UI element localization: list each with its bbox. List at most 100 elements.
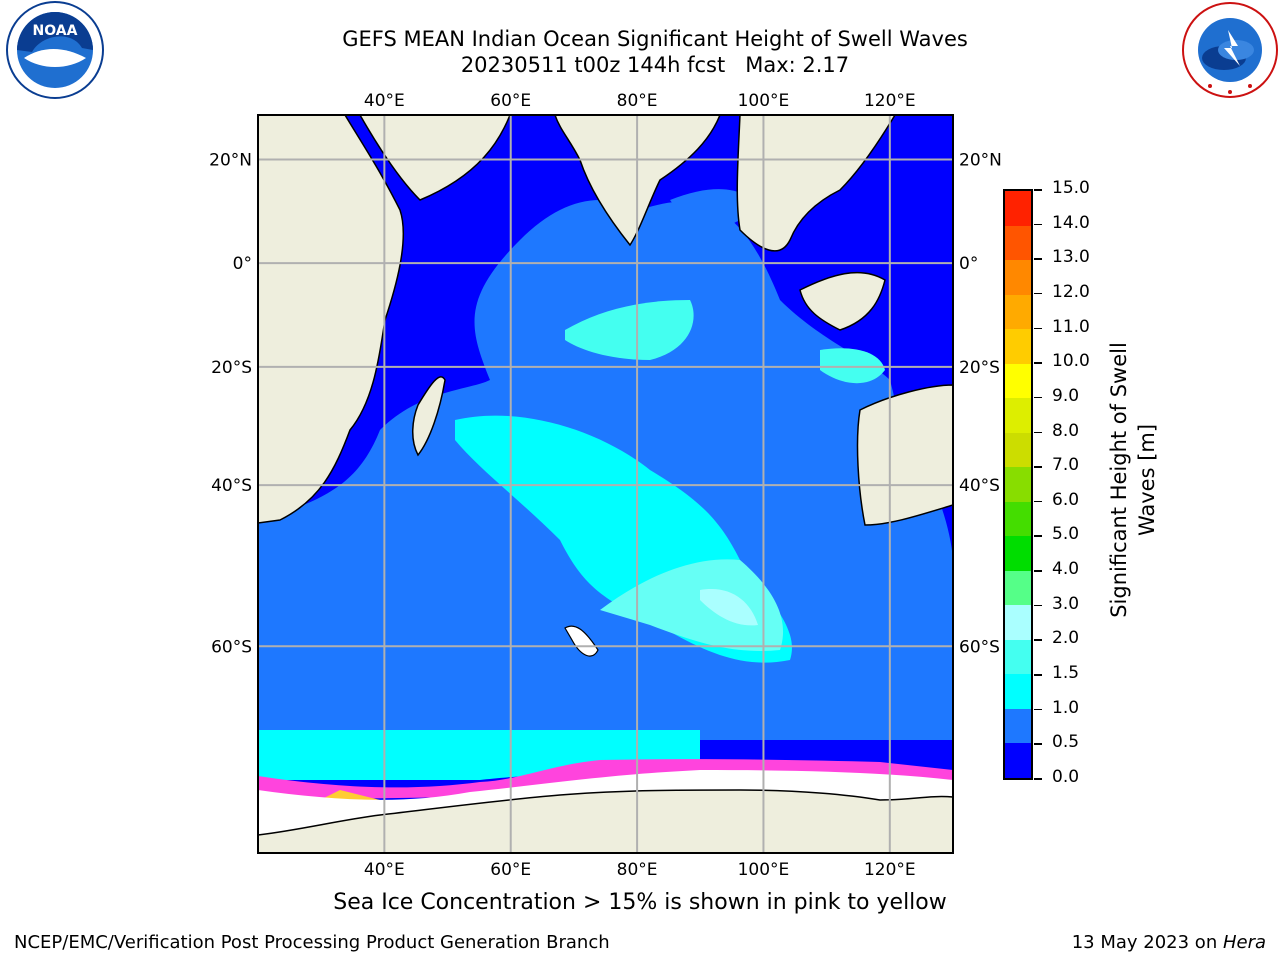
lat-label-left: 60°S bbox=[211, 637, 252, 657]
colorbar-title-line-2: Waves [m] bbox=[1135, 424, 1159, 536]
colorbar-label: 10.0 bbox=[1052, 351, 1090, 372]
colorbar-label: 13.0 bbox=[1052, 247, 1090, 268]
lon-label-top: 40°E bbox=[364, 91, 405, 111]
colorbar-label: 6.0 bbox=[1052, 489, 1080, 510]
land-kerguelen bbox=[564, 625, 599, 657]
colorbar-label: 9.0 bbox=[1052, 385, 1080, 406]
colorbar-title-line-1: Significant Height of Swell bbox=[1107, 342, 1131, 618]
lat-label-left: 20°S bbox=[211, 358, 252, 378]
lon-label-bottom: 100°E bbox=[738, 860, 790, 880]
colorbar-tick bbox=[1034, 327, 1042, 330]
swell-band-2.0-3.0 bbox=[700, 589, 758, 626]
lat-label-right: 0° bbox=[959, 254, 978, 274]
colorbar-label: 3.0 bbox=[1052, 593, 1080, 614]
land-arabia bbox=[359, 115, 511, 201]
colorbar-label: 0.0 bbox=[1052, 767, 1080, 787]
colorbar-label: 15.0 bbox=[1052, 178, 1090, 198]
colorbar-segment bbox=[1005, 501, 1031, 537]
colorbar-tick bbox=[1034, 639, 1042, 641]
lat-label-right: 40°S bbox=[959, 476, 1000, 496]
colorbar-tick bbox=[1034, 708, 1042, 711]
colorbar-label: 5.0 bbox=[1052, 524, 1080, 545]
colorbar-tick bbox=[1034, 570, 1042, 572]
colorbar-tick bbox=[1034, 674, 1042, 676]
colorbar-tick bbox=[1034, 743, 1042, 745]
lon-label-bottom: 40°E bbox=[364, 860, 405, 880]
colorbar-segment bbox=[1005, 260, 1031, 295]
lat-label-left: 40°S bbox=[211, 476, 252, 496]
colorbar-tick bbox=[1034, 778, 1042, 780]
footer-producer: NCEP/EMC/Verification Post Processing Pr… bbox=[14, 932, 610, 953]
lon-label-bottom: 80°E bbox=[617, 860, 658, 880]
colorbar-segment bbox=[1005, 674, 1031, 709]
colorbar-tick bbox=[1034, 500, 1042, 503]
colorbar-label: 1.5 bbox=[1052, 663, 1080, 684]
colorbar-segment bbox=[1005, 536, 1031, 571]
colorbar-segment bbox=[1005, 570, 1031, 606]
lon-label-bottom: 60°E bbox=[490, 860, 531, 880]
swell-band-1.5-2.0 bbox=[600, 559, 784, 651]
colorbar-tick bbox=[1034, 604, 1042, 607]
land-madagascar bbox=[412, 376, 446, 457]
colorbar-segment bbox=[1005, 398, 1031, 433]
lon-label-top: 120°E bbox=[864, 91, 916, 111]
graticule bbox=[258, 115, 953, 853]
lat-label-right: 20°S bbox=[959, 358, 1000, 378]
colorbar-title: Significant Height of Swell Waves [m] bbox=[1104, 260, 1159, 700]
colorbar-label: 7.0 bbox=[1052, 455, 1080, 476]
colorbar-segment bbox=[1005, 708, 1031, 744]
lon-label-top: 100°E bbox=[738, 91, 790, 111]
lon-label-bottom: 120°E bbox=[864, 860, 916, 880]
footer-date: 13 May 2023 on Hera bbox=[1072, 932, 1266, 953]
noaa-logo-text: NOAA bbox=[33, 23, 78, 39]
lon-label-top: 60°E bbox=[490, 91, 531, 111]
map-title: GEFS MEAN Indian Ocean Significant Heigh… bbox=[200, 26, 1110, 78]
colorbar-segment bbox=[1005, 467, 1031, 502]
colorbar-tick bbox=[1034, 189, 1042, 191]
colorbar-segment bbox=[1005, 191, 1031, 226]
colorbar-segment bbox=[1005, 743, 1031, 778]
land-borneo bbox=[799, 271, 886, 331]
nws-logo bbox=[1180, 0, 1280, 104]
lon-label-top: 80°E bbox=[617, 91, 658, 111]
colorbar-tick bbox=[1034, 292, 1042, 295]
colorbar-label: 2.0 bbox=[1052, 628, 1080, 649]
colorbar-segment bbox=[1005, 225, 1031, 261]
colorbar-label: 1.0 bbox=[1052, 697, 1080, 718]
map-frame bbox=[257, 114, 954, 854]
colorbar-segment bbox=[1005, 639, 1031, 675]
noaa-logo: NOAA bbox=[2, 0, 108, 104]
colorbar-tick bbox=[1034, 431, 1042, 434]
colorbar-label: 0.5 bbox=[1052, 732, 1080, 753]
colorbar-segment bbox=[1005, 294, 1031, 330]
colorbar-tick bbox=[1034, 223, 1042, 226]
colorbar-segment bbox=[1005, 432, 1031, 468]
lat-label-left: 20°N bbox=[209, 151, 252, 171]
colorbar-label: 8.0 bbox=[1052, 420, 1080, 441]
colorbar-label: 14.0 bbox=[1052, 212, 1090, 233]
land-southeast-asia bbox=[736, 115, 896, 252]
title-line-1: GEFS MEAN Indian Ocean Significant Heigh… bbox=[342, 27, 968, 51]
lat-label-right: 20°N bbox=[959, 151, 1002, 171]
colorbar-tick bbox=[1034, 466, 1042, 468]
colorbar-tick bbox=[1034, 535, 1042, 537]
swell-band-1.0-1.5-equatorial bbox=[565, 300, 694, 360]
footer-date-text: 13 May 2023 on bbox=[1071, 932, 1223, 953]
colorbar-label: 12.0 bbox=[1052, 281, 1090, 302]
footer-machine: Hera bbox=[1222, 932, 1266, 953]
colorbar-segment bbox=[1005, 329, 1031, 364]
colorbar-segment bbox=[1005, 605, 1031, 640]
land-australia bbox=[856, 384, 953, 526]
colorbar-label: 11.0 bbox=[1052, 316, 1090, 337]
swell-band-1.0-1.5-timor bbox=[820, 348, 885, 384]
colorbar-label: 4.0 bbox=[1052, 559, 1080, 580]
colorbar bbox=[1003, 189, 1033, 780]
lat-label-right: 60°S bbox=[959, 637, 1000, 657]
title-line-2: 20230511 t00z 144h fcst Max: 2.17 bbox=[460, 53, 850, 77]
axis-tick-labels: 40°E 40°E 60°E 60°E 80°E 80°E 100°E 100°E 120°E 1… bbox=[209, 91, 1002, 880]
colorbar-segment bbox=[1005, 363, 1031, 399]
colorbar-tick bbox=[1034, 396, 1042, 399]
sea-ice-footnote: Sea Ice Concentration > 15% is shown in … bbox=[333, 890, 947, 915]
